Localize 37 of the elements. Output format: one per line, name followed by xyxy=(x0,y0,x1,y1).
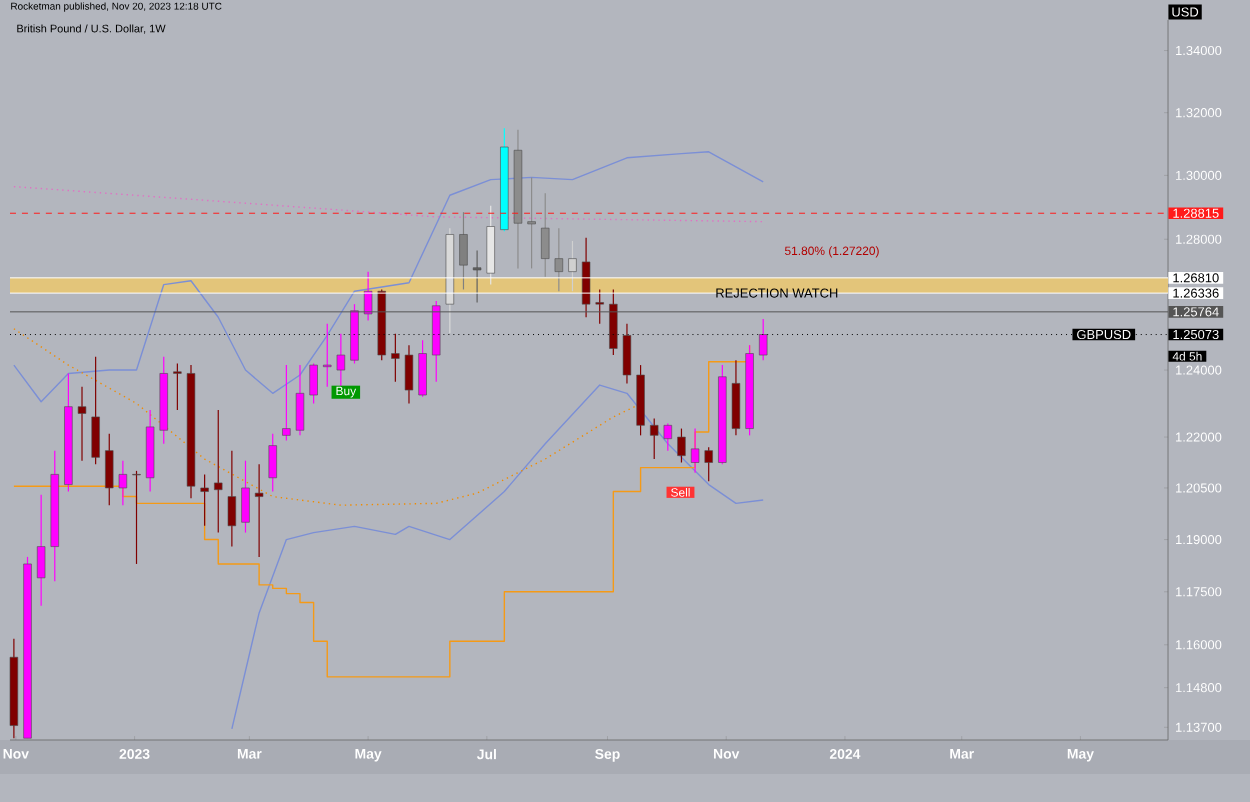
candlestick xyxy=(554,227,564,292)
candlestick xyxy=(268,433,277,493)
candlestick xyxy=(118,460,128,506)
candlestick xyxy=(568,240,577,292)
line-series xyxy=(231,384,764,730)
candlestick xyxy=(336,333,346,388)
candlestick xyxy=(77,386,87,462)
candlestick xyxy=(690,427,700,474)
candlestick xyxy=(309,362,318,405)
candlestick xyxy=(323,323,332,388)
candlestick xyxy=(91,356,100,465)
candlestick xyxy=(173,362,182,411)
candlestick xyxy=(704,446,713,482)
candlestick xyxy=(541,192,550,278)
candlestick xyxy=(282,364,291,442)
candlestick xyxy=(241,460,250,534)
candlestick xyxy=(391,333,400,383)
candlestick xyxy=(663,422,673,452)
candlestick xyxy=(677,427,686,464)
candlestick xyxy=(527,176,536,270)
candlestick xyxy=(759,318,768,361)
candlestick xyxy=(731,359,741,436)
candlestick xyxy=(36,494,46,607)
candlestick xyxy=(622,323,632,384)
candlestick xyxy=(132,470,141,565)
candlestick xyxy=(650,417,659,460)
candlestick xyxy=(486,205,495,286)
candlestick xyxy=(105,433,114,506)
candlestick xyxy=(472,249,482,304)
candlestick xyxy=(227,450,237,548)
candlestick xyxy=(200,473,209,527)
candlestick xyxy=(459,211,468,291)
candlestick xyxy=(404,344,414,405)
candlestick xyxy=(295,364,305,436)
candlestick xyxy=(418,339,427,398)
candlestick xyxy=(214,409,223,534)
candlestick xyxy=(254,463,264,558)
